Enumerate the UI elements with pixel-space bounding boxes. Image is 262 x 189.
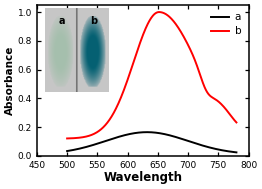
Text: A: A xyxy=(46,9,56,22)
b xyxy=(86,135,89,137)
b xyxy=(235,121,238,124)
Legend: a, b: a, b xyxy=(209,10,243,38)
b xyxy=(189,49,192,51)
Y-axis label: Absorbance: Absorbance xyxy=(5,46,15,115)
b xyxy=(188,47,191,50)
a xyxy=(86,146,89,148)
a xyxy=(66,150,69,152)
b xyxy=(133,59,136,61)
b xyxy=(172,21,176,23)
a xyxy=(189,141,192,143)
Line: a: a xyxy=(67,132,236,152)
a xyxy=(235,151,238,153)
X-axis label: Wavelength: Wavelength xyxy=(103,171,182,184)
a xyxy=(133,132,136,134)
a xyxy=(121,135,124,137)
b xyxy=(158,11,161,13)
a xyxy=(188,140,191,143)
Line: b: b xyxy=(67,12,236,139)
b xyxy=(66,137,69,140)
a xyxy=(145,131,149,133)
a xyxy=(172,135,176,138)
b xyxy=(121,93,124,95)
